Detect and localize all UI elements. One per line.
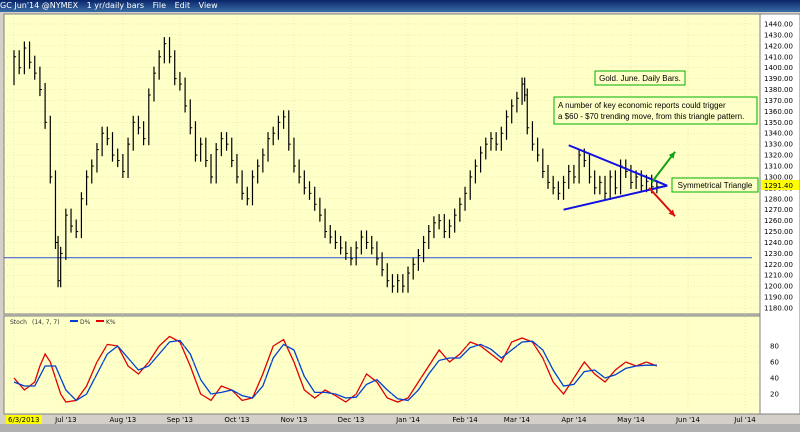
- month-label: Jul '13: [54, 416, 77, 424]
- stoch-d-line: [13, 339, 657, 402]
- price-tick-label: 1440.00: [764, 21, 793, 29]
- stoch-tick-label: 20: [770, 391, 779, 399]
- price-tick-label: 1280.00: [764, 195, 793, 203]
- stoch-k-legend: K%: [106, 319, 116, 326]
- start-date-badge: [6, 415, 42, 424]
- price-tick-label: 1190.00: [764, 294, 793, 302]
- month-label: Feb '14: [452, 416, 478, 424]
- month-label: Nov '13: [281, 416, 308, 424]
- chart-title-box: [594, 70, 686, 86]
- month-label: Mar '14: [504, 416, 531, 424]
- stoch-tick-label: 60: [770, 359, 779, 367]
- comment-line-1: A number of key economic reports could t…: [558, 101, 726, 110]
- month-label: Jan '14: [395, 416, 420, 424]
- price-tick-label: 1350.00: [764, 119, 793, 127]
- price-tick-label: 1260.00: [764, 217, 793, 225]
- start-date-label: 6/3/2013: [8, 416, 39, 424]
- time-scroller[interactable]: [0, 424, 800, 432]
- price-tick-label: 1270.00: [764, 206, 793, 214]
- stoch-tick-label: 40: [770, 375, 779, 383]
- triangle-upper-line: [568, 144, 668, 187]
- breakout-up-arrow-head: [668, 151, 676, 159]
- month-label: Jul '14: [733, 416, 756, 424]
- symbol-title: GC Jun'14 @NYMEX: [0, 1, 79, 10]
- price-tick-label: 1400.00: [764, 64, 793, 72]
- menu-view[interactable]: View: [198, 1, 218, 10]
- menu-file[interactable]: File: [152, 1, 167, 10]
- menu-edit[interactable]: Edit: [174, 1, 191, 10]
- last-price: 1291.40: [764, 182, 793, 190]
- month-label: Jun '14: [675, 416, 701, 424]
- stoch-d-legend: D%: [80, 319, 91, 326]
- price-tick-label: 1200.00: [764, 283, 793, 291]
- price-tick-label: 1240.00: [764, 239, 793, 247]
- price-tick-label: 1180.00: [764, 305, 793, 313]
- price-tick-label: 1370.00: [764, 97, 793, 105]
- month-label: Aug '13: [110, 416, 137, 424]
- price-tick-label: 1410.00: [764, 53, 793, 61]
- price-tick-label: 1390.00: [764, 75, 793, 83]
- price-tick-label: 1330.00: [764, 141, 793, 149]
- price-tick-label: 1420.00: [764, 42, 793, 50]
- comment-box: [553, 96, 758, 125]
- month-label: Apr '14: [561, 416, 587, 424]
- price-tick-label: 1360.00: [764, 108, 793, 116]
- last-price-badge: [761, 180, 799, 190]
- breakout-up-arrow: [650, 151, 676, 183]
- month-label: Oct '13: [224, 416, 249, 424]
- price-tick-label: 1320.00: [764, 152, 793, 160]
- stoch-label: Stoch: [10, 319, 27, 326]
- price-tick-label: 1380.00: [764, 86, 793, 94]
- price-tick-label: 1430.00: [764, 31, 793, 39]
- price-tick-label: 1210.00: [764, 272, 793, 280]
- stoch-params: (14, 7, 7): [32, 319, 60, 326]
- stoch-tick-label: 80: [770, 343, 779, 351]
- chart-title: Gold. June. Daily Bars.: [599, 74, 681, 83]
- price-tick-label: 1310.00: [764, 163, 793, 171]
- comment-line-2: a $60 - $70 trending move, from this tri…: [558, 112, 744, 121]
- breakout-down-arrow: [648, 187, 676, 217]
- window-titlebar: GC Jun'14 @NYMEX 1 yr/daily bars File Ed…: [0, 0, 800, 12]
- price-tick-label: 1250.00: [764, 228, 793, 236]
- month-label: May '14: [617, 416, 645, 424]
- gold-chart: 1440.00 1430.00 1420.00 1410.00 1400.00 1390.…: [3, 13, 800, 424]
- price-tick-label: 1300.00: [764, 173, 793, 181]
- month-label: Dec '13: [338, 416, 365, 424]
- month-label: Sep '13: [167, 416, 193, 424]
- breakout-down-arrow-head: [668, 209, 676, 217]
- price-tick-label: 1220.00: [764, 261, 793, 269]
- price-axis-panel: [759, 13, 800, 415]
- pattern-label: Symmetrical Triangle: [678, 181, 753, 190]
- price-tick-label: 1340.00: [764, 130, 793, 138]
- pattern-label-box: [671, 177, 759, 193]
- interval-title[interactable]: 1 yr/daily bars: [86, 1, 145, 10]
- price-tick-label: 1230.00: [764, 250, 793, 258]
